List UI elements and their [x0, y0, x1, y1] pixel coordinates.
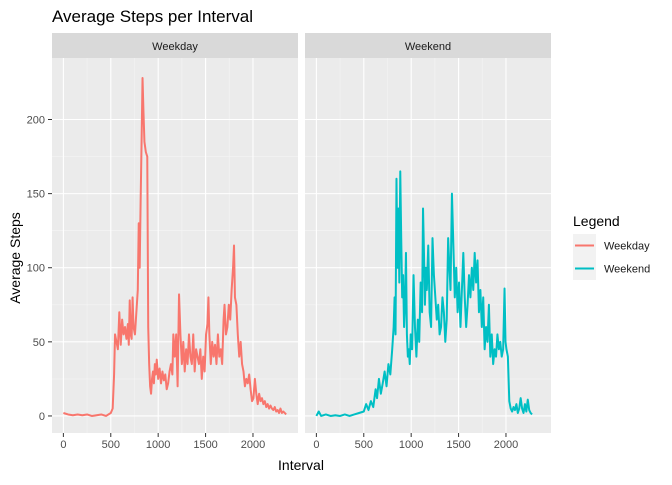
chart-title: Average Steps per Interval — [52, 7, 253, 26]
x-tick-label: 0 — [60, 439, 66, 451]
gridlines-weekday — [52, 58, 298, 433]
legend-title: Legend — [573, 213, 620, 229]
facet-strip-weekday — [52, 33, 298, 58]
x-tick-label: 1500 — [446, 439, 470, 451]
facet-panel-weekend: Weekend — [305, 33, 551, 433]
gridlines-weekend — [305, 58, 551, 433]
y-tick-label: 50 — [33, 337, 45, 349]
facet-strip-weekend — [305, 33, 551, 58]
legend-label-weekend: Weekend — [604, 264, 650, 276]
legend-label-weekday: Weekday — [604, 241, 650, 253]
x-axis: 0 500 1000 1500 2000 0 500 1000 1500 2000 — [60, 433, 518, 451]
y-tick-label: 100 — [27, 263, 45, 275]
y-tick-label: 0 — [39, 411, 45, 423]
x-axis-label: Interval — [278, 457, 324, 473]
legend: Legend Weekday Weekend — [573, 213, 650, 280]
series-line-weekday — [63, 77, 287, 417]
series-line-weekend — [315, 170, 533, 417]
x-tick-label: 500 — [102, 439, 120, 451]
legend-items: Weekday Weekend — [573, 234, 650, 280]
series-line-weekday — [63, 77, 287, 417]
x-tick-label: 1500 — [193, 439, 217, 451]
x-tick-label: 0 — [313, 439, 319, 451]
series-line-weekend — [315, 170, 533, 417]
facet-strip-label-weekend: Weekend — [405, 41, 451, 53]
y-tick-label: 150 — [27, 189, 45, 201]
y-axis-label: Average Steps — [7, 212, 23, 304]
y-tick-label: 200 — [27, 115, 45, 127]
x-tick-label: 500 — [355, 439, 373, 451]
x-tick-label: 2000 — [494, 439, 518, 451]
x-tick-label: 2000 — [241, 439, 265, 451]
panel-background-weekday — [52, 58, 298, 433]
x-tick-label: 1000 — [399, 439, 423, 451]
facet-strip-label-weekday: Weekday — [152, 41, 198, 53]
y-axis: 0 50 100 150 200 — [27, 115, 52, 423]
x-tick-label: 1000 — [146, 439, 170, 451]
facet-panel-weekday: Weekday — [52, 33, 298, 433]
